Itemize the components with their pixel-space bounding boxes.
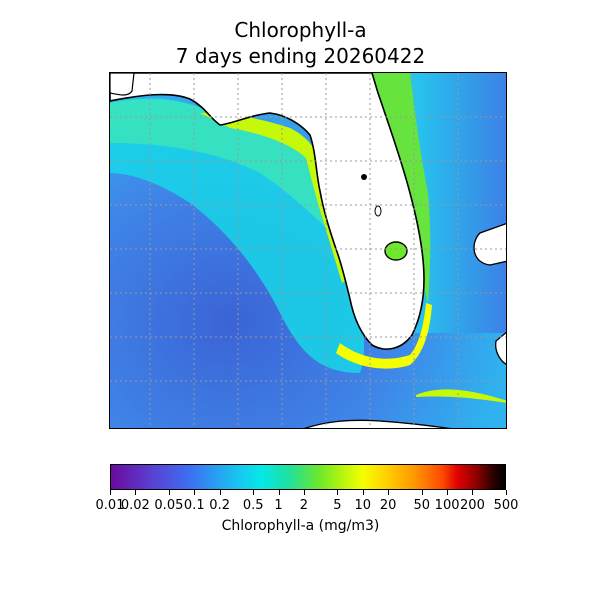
colorbar-tick-mark (363, 490, 364, 495)
inland-lake (374, 205, 382, 217)
colorbar-tick-mark (447, 490, 448, 495)
colorbar-tick-label: 0.2 (209, 498, 230, 513)
colorbar-tick-label: 0.1 (183, 498, 205, 513)
colorbar-tick-mark (506, 490, 507, 495)
colorbar-tick-mark (337, 490, 338, 495)
map-title-line2: 7 days ending 20260422 (175, 44, 426, 68)
colorbar-tick-mark (422, 490, 423, 495)
colorbar-tick-mark (253, 490, 254, 495)
map-title-line1: Chlorophyll-a (234, 18, 367, 42)
colorbar-tick-mark (304, 490, 305, 495)
colorbar-tick-mark (110, 490, 111, 495)
map-graphic (110, 73, 506, 428)
colorbar-tick-mark (279, 490, 280, 495)
colorbar-tick-label: 200 (460, 498, 485, 513)
colorbar-tick-label: 20 (379, 498, 397, 513)
chlorophyll-map (109, 72, 507, 429)
colorbar-tick-mark (135, 490, 136, 495)
nearshore-shelf (110, 99, 332, 233)
colorbar-label: Chlorophyll-a (mg/m3) (221, 518, 380, 534)
colorbar-tick-label: 0.02 (120, 498, 150, 513)
colorbar-tick-label: 10 (354, 498, 372, 513)
colorbar-tick-mark (194, 490, 195, 495)
colorbar-tick-mark (388, 490, 389, 495)
lake-okeechobee (384, 241, 408, 261)
colorbar-tick-mark (472, 490, 473, 495)
colorbar-tick-label: 500 (493, 498, 519, 513)
map-gridlines (110, 73, 506, 428)
colorbar-tick-label: 50 (413, 498, 430, 513)
bahamas-land (495, 331, 506, 365)
bank-water (416, 389, 506, 403)
colorbar-tick-label: 0.05 (154, 498, 184, 513)
florida-land (110, 73, 425, 350)
colorbar-tick-label: 1 (274, 498, 283, 513)
colorbar-tick-label: 2 (299, 498, 309, 513)
cuba-land (303, 419, 451, 428)
colorbar (110, 464, 506, 490)
colorbar-tick-label: 0.5 (242, 498, 264, 513)
colorbar-tick-mark (169, 490, 170, 495)
coastal-bloom-west (200, 113, 350, 283)
bahamas-land (473, 223, 506, 266)
northern-land (110, 73, 135, 96)
colorbar-tick-label: 0.01 (95, 498, 125, 513)
inland-lake (361, 174, 367, 180)
colorbar-tick-label: 5 (333, 498, 342, 513)
colorbar-tick-mark (220, 490, 221, 495)
colorbar-tick-label: 100 (434, 498, 460, 513)
